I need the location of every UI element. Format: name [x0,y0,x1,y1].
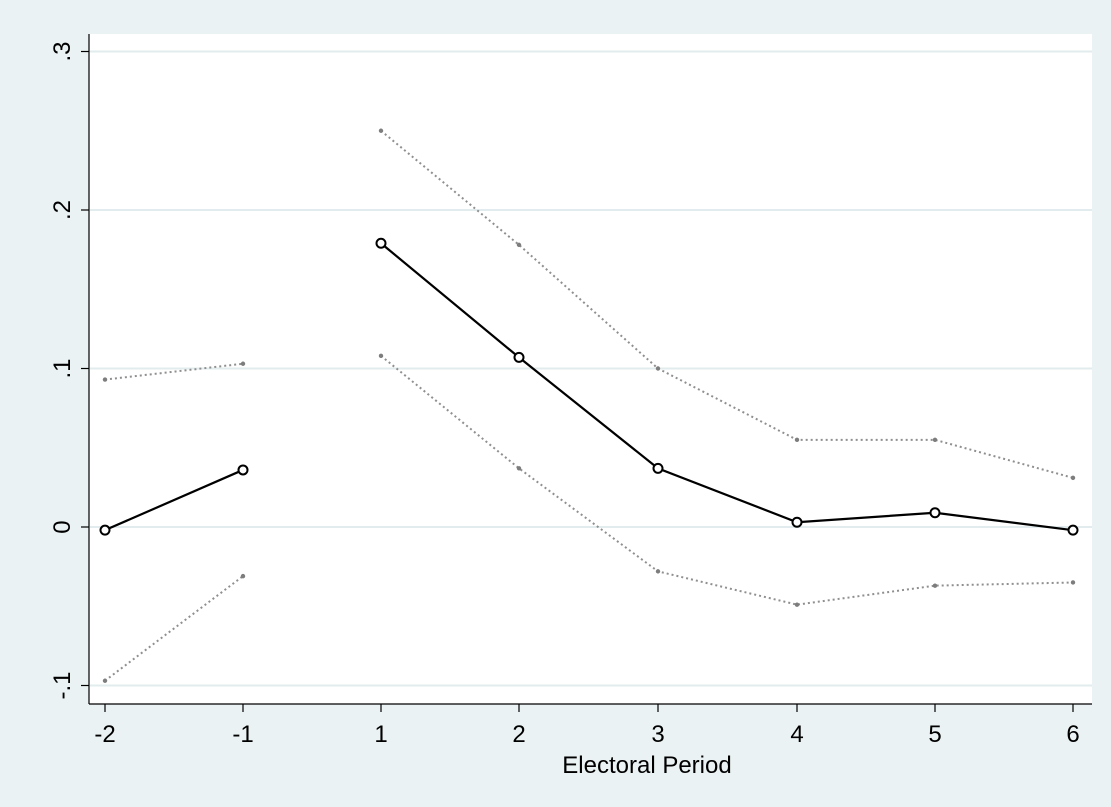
y-tick-label: .3 [49,41,76,61]
upper-ci-line [104,362,244,381]
estimate-line [380,242,1074,532]
upper-ci-point [655,366,661,371]
lower-ci-point [1070,580,1076,585]
upper-ci-point [102,377,108,382]
lower-ci-point [102,678,108,683]
lower-ci-point [516,466,522,471]
upper-ci-point [1070,475,1076,481]
lower-ci-point [932,583,938,588]
estimate-point [929,507,941,519]
grid-lines [90,50,1092,687]
x-tick-label: 2 [512,721,525,748]
x-tick-label: -2 [94,721,115,748]
y-tick-label: .2 [49,200,76,220]
estimate-point [99,524,111,536]
estimate-series [99,237,1079,536]
lower-ci-point [378,353,384,359]
x-tick-label: 3 [651,721,664,748]
lower-ci-point [240,573,246,579]
y-tick-label: -.1 [49,671,76,699]
estimate-point [652,462,664,474]
estimate-point [1067,524,1079,536]
estimate-point [237,464,249,476]
upper-ci-point [932,437,938,443]
lower-ci-line [104,575,244,682]
x-tick-label: 4 [790,721,803,748]
estimate-line [104,468,244,532]
x-tick-label: 5 [928,721,941,748]
x-ticks: -2 -1 1 2 3 4 5 6 [94,704,1080,748]
upper-ci-point [378,128,384,133]
lower-ci-point [655,569,661,574]
y-tick-label: 0 [49,520,76,533]
y-tick-label: .1 [49,358,76,378]
x-axis-title: Electoral Period [562,752,731,779]
x-tick-label: 6 [1066,721,1079,748]
x-tick-label: -1 [232,721,253,748]
estimate-point [513,351,525,363]
estimate-point [375,237,387,249]
x-tick-label: 1 [374,721,387,748]
y-ticks: -.1 0 .1 .2 .3 [49,41,89,700]
upper-ci-point [794,437,800,443]
upper-ci-point [240,361,246,366]
estimate-point [791,516,803,528]
confidence-bands [102,128,1076,683]
upper-ci-point [516,242,522,248]
lower-ci-line [380,355,1074,606]
lower-ci-point [794,602,800,607]
